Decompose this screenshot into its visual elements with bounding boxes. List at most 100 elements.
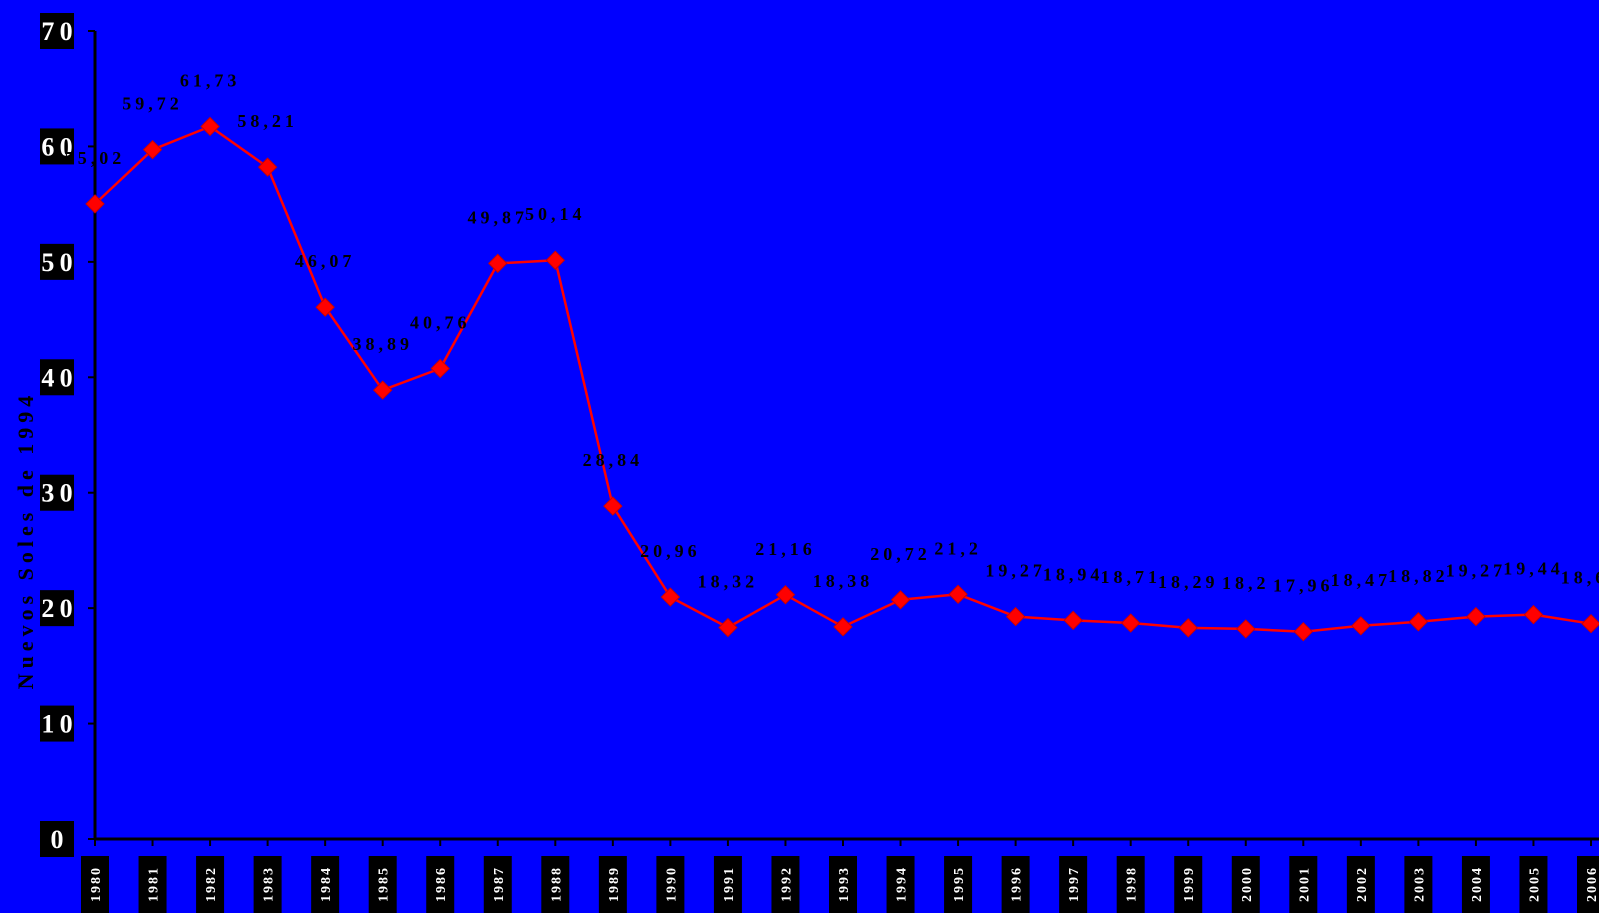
x-tick-label: 1999 [1182, 866, 1197, 902]
axes [93, 31, 1599, 841]
x-tick-label: 1987 [492, 866, 507, 902]
data-point-marker [200, 116, 220, 137]
y-axis-label: Nuevos Soles de 1994 [13, 391, 38, 690]
x-tick-label-box [944, 856, 973, 913]
x-tick-label: 1986 [434, 866, 449, 902]
data-point-marker [372, 380, 393, 400]
data-label: 18,29 [1158, 572, 1219, 592]
y-tick-label: 4 0 [41, 363, 72, 392]
y-axis-label-group: Nuevos Soles de 1994 [13, 391, 38, 690]
x-tick-label: 1995 [952, 866, 967, 902]
x-tick-label: 1990 [664, 866, 679, 902]
data-label: 18,82 [1388, 566, 1449, 586]
data-point-marker [603, 496, 623, 516]
data-point-marker [775, 585, 796, 605]
data-label: 50,14 [525, 204, 586, 224]
x-tick-label: 2003 [1412, 866, 1427, 902]
data-point-marker [1005, 606, 1026, 627]
data-point-marker [488, 253, 508, 274]
x-tick-label-box [311, 856, 340, 913]
data-point-marker [718, 617, 738, 638]
data-label: 19,27 [1446, 561, 1507, 581]
y-tick-label: 7 0 [41, 17, 72, 46]
x-ticks: 1980 1981 1982 1983 1984 1985 1986 1987 1988 1989… [81, 839, 1599, 913]
x-tick-label: 1998 [1125, 866, 1140, 902]
data-label: 59,72 [122, 94, 183, 114]
x-tick-label-box [1289, 856, 1318, 913]
x-tick-label-box [1059, 856, 1088, 913]
data-point-marker [1581, 614, 1599, 634]
data-point-marker [257, 157, 278, 177]
data-label: 18,71 [1100, 567, 1161, 587]
x-tick-label-box [483, 856, 512, 913]
x-tick-label: 1997 [1067, 866, 1082, 902]
data-label: 21,2 [934, 538, 982, 558]
data-label: 18,32 [698, 572, 759, 592]
x-tick-label: 1991 [722, 866, 737, 902]
data-point-marker [315, 297, 335, 317]
data-label: 28,84 [583, 450, 644, 470]
y-tick-label-box [40, 359, 74, 396]
x-tick-label-box [253, 856, 282, 913]
data-label: 61,73 [180, 70, 241, 90]
x-tick-label: 2005 [1527, 866, 1542, 902]
y-tick-label-box [40, 243, 74, 280]
data-label: 21,16 [755, 539, 816, 559]
x-tick-label-box [1461, 856, 1490, 913]
y-tick-label: 1 0 [41, 710, 72, 739]
y-tick-label: 6 0 [41, 132, 72, 161]
x-tick-label: 1985 [377, 866, 392, 902]
data-point-marker [430, 358, 450, 379]
data-label: 18,94 [1043, 564, 1104, 584]
x-tick-label: 1982 [204, 866, 219, 902]
data-label: 19,27 [985, 561, 1046, 581]
y-tick-label-box [40, 474, 74, 511]
x-tick-label: 2002 [1355, 866, 1370, 902]
y-tick-label: 3 0 [41, 479, 72, 508]
x-tick-label: 1996 [1010, 866, 1025, 902]
x-tick-label-box [713, 856, 742, 913]
data-point-marker [1351, 616, 1371, 636]
x-tick-label: 1994 [895, 866, 910, 902]
y-tick-label: 0 [51, 825, 64, 854]
y-tick-label-box [40, 128, 74, 165]
data-label: 17,96 [1273, 576, 1334, 596]
data-point-marker [833, 617, 853, 637]
x-tick-label-box [886, 856, 915, 913]
data-label: 49,87 [468, 207, 529, 227]
data-label: 19,44 [1503, 559, 1564, 579]
data-label: 18,65 [1561, 568, 1599, 588]
x-tick-label-box [138, 856, 167, 913]
x-tick-label-box [196, 856, 225, 913]
x-tick-label-box [541, 856, 570, 913]
x-tick-label: 1983 [262, 866, 277, 902]
x-tick-label: 1980 [89, 866, 104, 902]
data-label: 40,76 [410, 313, 471, 333]
x-tick-label: 1981 [147, 866, 162, 902]
x-tick-label: 1993 [837, 866, 852, 902]
data-point-marker [1120, 613, 1141, 633]
x-tick-label-box [656, 856, 685, 913]
x-tick-label: 2004 [1470, 866, 1485, 902]
x-tick-label-box [81, 856, 109, 913]
data-label: 55,02 [65, 148, 126, 168]
x-tick-label-box [1231, 856, 1260, 913]
y-tick-label: 2 0 [41, 594, 72, 623]
x-tick-label: 1992 [779, 866, 794, 902]
x-tick-label-box [771, 856, 800, 913]
x-tick-label: 1988 [549, 866, 564, 902]
y-tick-label-box [40, 821, 74, 857]
data-point-marker [142, 139, 163, 160]
data-label: 18,38 [813, 571, 874, 591]
x-tick-label: 2006 [1585, 866, 1599, 902]
x-tick-label: 2001 [1297, 866, 1312, 902]
y-tick-label-box [40, 705, 74, 742]
x-tick-label-box [1577, 856, 1599, 913]
x-tick-label-box [426, 856, 455, 913]
x-tick-label-box [1519, 856, 1548, 913]
x-tick-label: 1984 [319, 866, 334, 902]
data-point-marker [660, 587, 681, 607]
x-tick-label-box [598, 856, 627, 913]
x-tick-label-box [829, 856, 857, 913]
